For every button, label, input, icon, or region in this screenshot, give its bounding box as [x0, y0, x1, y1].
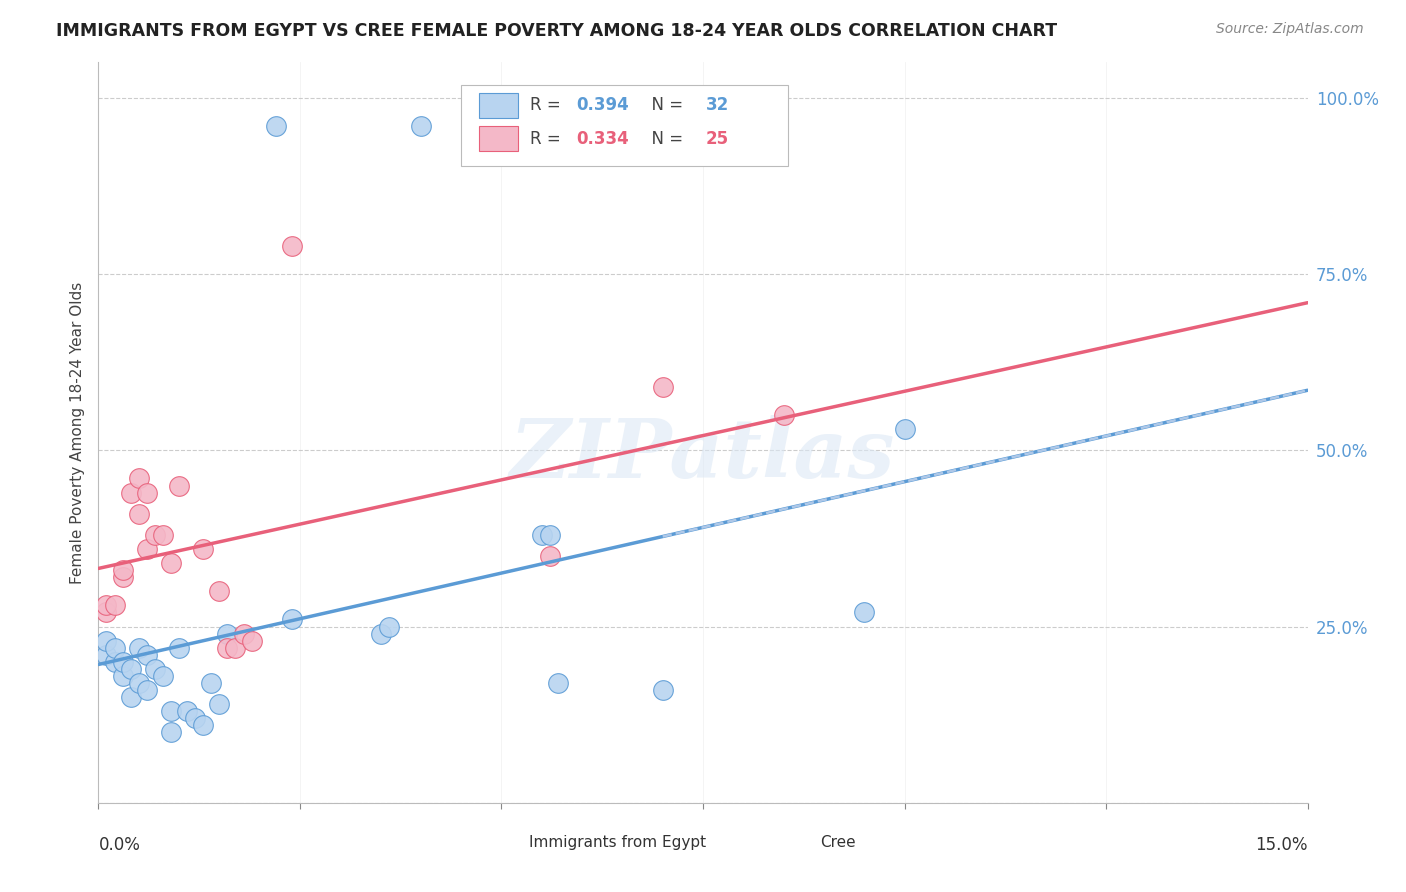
Point — [152, 669, 174, 683]
Point — [143, 662, 166, 676]
Point — [103, 655, 125, 669]
Point — [120, 485, 142, 500]
Point — [128, 640, 150, 655]
Text: ZIPatlas: ZIPatlas — [510, 415, 896, 495]
Point — [240, 633, 263, 648]
Point — [128, 676, 150, 690]
Point — [370, 626, 392, 640]
Point — [853, 606, 876, 620]
Point — [160, 725, 183, 739]
Point — [96, 633, 118, 648]
Point — [217, 626, 239, 640]
Text: 0.334: 0.334 — [576, 129, 628, 148]
FancyBboxPatch shape — [479, 126, 517, 152]
Point — [135, 648, 157, 662]
Text: Source: ZipAtlas.com: Source: ZipAtlas.com — [1216, 22, 1364, 37]
Point — [120, 690, 142, 704]
Point — [111, 563, 134, 577]
Point — [281, 239, 304, 253]
Text: 32: 32 — [706, 96, 728, 114]
Point — [208, 584, 231, 599]
Point — [232, 626, 254, 640]
Point — [96, 648, 118, 662]
Point — [128, 507, 150, 521]
Point — [176, 704, 198, 718]
Point — [96, 606, 118, 620]
Point — [772, 408, 794, 422]
Point — [111, 655, 134, 669]
Point — [264, 119, 287, 133]
Point — [538, 528, 561, 542]
Point — [111, 570, 134, 584]
Text: Cree: Cree — [820, 835, 856, 849]
Point — [193, 541, 215, 556]
Point — [103, 640, 125, 655]
Text: R =: R = — [530, 96, 567, 114]
Point — [135, 541, 157, 556]
Point — [538, 549, 561, 563]
Point — [200, 676, 222, 690]
FancyBboxPatch shape — [461, 85, 787, 166]
Point — [377, 619, 399, 633]
Point — [96, 599, 118, 613]
Text: 15.0%: 15.0% — [1256, 836, 1308, 855]
Point — [120, 662, 142, 676]
Text: IMMIGRANTS FROM EGYPT VS CREE FEMALE POVERTY AMONG 18-24 YEAR OLDS CORRELATION C: IMMIGRANTS FROM EGYPT VS CREE FEMALE POV… — [56, 22, 1057, 40]
Point — [135, 485, 157, 500]
Point — [135, 683, 157, 698]
Text: N =: N = — [641, 129, 689, 148]
Text: R =: R = — [530, 129, 567, 148]
Point — [651, 683, 673, 698]
Point — [160, 556, 183, 570]
Point — [547, 676, 569, 690]
Point — [160, 704, 183, 718]
Point — [208, 697, 231, 711]
Text: 0.0%: 0.0% — [98, 836, 141, 855]
Point — [184, 711, 207, 725]
Point — [224, 640, 246, 655]
Point — [167, 640, 190, 655]
Text: N =: N = — [641, 96, 689, 114]
Point — [111, 669, 134, 683]
Text: Immigrants from Egypt: Immigrants from Egypt — [529, 835, 706, 849]
Point — [651, 380, 673, 394]
Point — [128, 471, 150, 485]
Point — [893, 422, 915, 436]
Point — [103, 599, 125, 613]
Point — [281, 612, 304, 626]
Point — [193, 718, 215, 732]
Y-axis label: Female Poverty Among 18-24 Year Olds: Female Poverty Among 18-24 Year Olds — [69, 282, 84, 583]
FancyBboxPatch shape — [779, 830, 815, 854]
Text: 25: 25 — [706, 129, 728, 148]
Point — [152, 528, 174, 542]
FancyBboxPatch shape — [479, 93, 517, 118]
Point — [167, 478, 190, 492]
Point — [530, 528, 553, 542]
FancyBboxPatch shape — [489, 830, 526, 854]
Point — [409, 119, 432, 133]
Point — [217, 640, 239, 655]
Text: 0.394: 0.394 — [576, 96, 628, 114]
Point — [143, 528, 166, 542]
